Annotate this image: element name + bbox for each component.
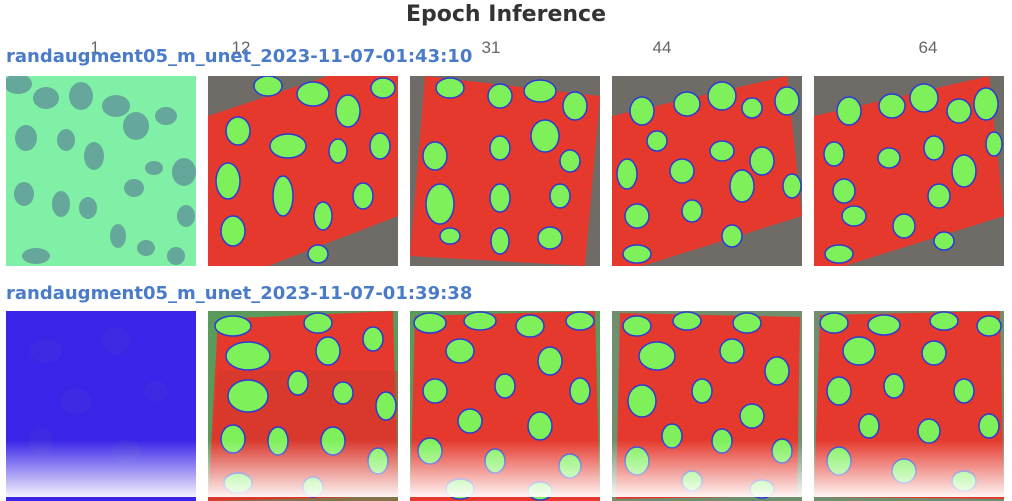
prediction-epoch-31-run2[interactable] <box>410 311 600 501</box>
run-name-2[interactable]: randaugment05_m_unet_2023-11-07-01:39:38 <box>6 283 473 304</box>
epoch-label-64: 64 <box>918 38 938 57</box>
prediction-epoch-64-run2[interactable] <box>814 311 1004 501</box>
prediction-epoch-44-run1[interactable] <box>612 76 802 266</box>
prediction-epoch-31-run1[interactable] <box>410 76 600 266</box>
panel-title: Epoch Inference <box>406 2 606 27</box>
input-image-run1[interactable] <box>6 76 196 266</box>
epoch-label-12: 12 <box>231 38 251 57</box>
prediction-epoch-12-run1[interactable] <box>208 76 398 266</box>
prediction-epoch-12-run2[interactable] <box>208 311 398 501</box>
epoch-label-1: 1 <box>90 38 100 57</box>
input-image-run2[interactable] <box>6 311 196 501</box>
epoch-label-31: 31 <box>481 38 501 57</box>
prediction-epoch-44-run2[interactable] <box>612 311 802 501</box>
prediction-epoch-64-run1[interactable] <box>814 76 1004 266</box>
run-name-1[interactable]: randaugment05_m_unet_2023-11-07-01:43:10 <box>6 46 473 67</box>
epoch-label-44: 44 <box>652 38 672 57</box>
